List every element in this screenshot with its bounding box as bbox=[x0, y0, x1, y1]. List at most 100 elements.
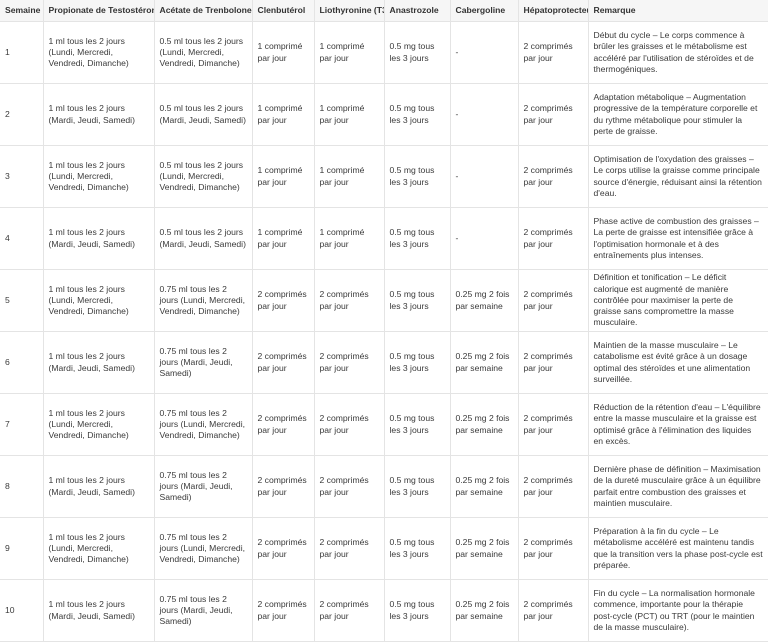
cell-testosterone-propionate: 1 ml tous les 2 jours (Lundi, Mercredi, … bbox=[42, 517, 155, 580]
cell-week: 2 bbox=[0, 83, 44, 146]
column-header-testosterone-propionate: Propionate de Testostérone bbox=[42, 0, 155, 22]
cell-testosterone-propionate: 1 ml tous les 2 jours (Mardi, Jeudi, Sam… bbox=[42, 331, 155, 394]
cell-testosterone-propionate: 1 ml tous les 2 jours (Mardi, Jeudi, Sam… bbox=[42, 579, 155, 642]
cell-liothyronine: 2 comprimés par jour bbox=[313, 579, 385, 642]
cell-clenbuterol: 2 comprimés par jour bbox=[251, 517, 315, 580]
cell-trenbolone-acetate: 0.75 ml tous les 2 jours (Mardi, Jeudi, … bbox=[153, 579, 253, 642]
cell-week: 5 bbox=[0, 269, 44, 332]
cell-hepatoprotector: 2 comprimés par jour bbox=[517, 455, 589, 518]
cell-clenbuterol: 2 comprimés par jour bbox=[251, 331, 315, 394]
cell-anastrozole: 0.5 mg tous les 3 jours bbox=[383, 579, 451, 642]
cell-clenbuterol: 2 comprimés par jour bbox=[251, 393, 315, 456]
cell-testosterone-propionate: 1 ml tous les 2 jours (Lundi, Mercredi, … bbox=[42, 269, 155, 332]
cell-remark: Réduction de la rétention d'eau – L'équi… bbox=[587, 393, 768, 456]
cell-anastrozole: 0.5 mg tous les 3 jours bbox=[383, 517, 451, 580]
cell-trenbolone-acetate: 0.5 ml tous les 2 jours (Mardi, Jeudi, S… bbox=[153, 83, 253, 146]
cell-trenbolone-acetate: 0.75 ml tous les 2 jours (Lundi, Mercred… bbox=[153, 517, 253, 580]
cell-trenbolone-acetate: 0.75 ml tous les 2 jours (Lundi, Mercred… bbox=[153, 393, 253, 456]
cell-liothyronine: 1 comprimé par jour bbox=[313, 83, 385, 146]
cell-testosterone-propionate: 1 ml tous les 2 jours (Lundi, Mercredi, … bbox=[42, 145, 155, 208]
cell-cabergoline: 0.25 mg 2 fois par semaine bbox=[449, 393, 519, 456]
table-row: 10 1 ml tous les 2 jours (Mardi, Jeudi, S… bbox=[0, 579, 768, 642]
cell-testosterone-propionate: 1 ml tous les 2 jours (Lundi, Mercredi, … bbox=[42, 393, 155, 456]
cell-clenbuterol: 1 comprimé par jour bbox=[251, 145, 315, 208]
cell-testosterone-propionate: 1 ml tous les 2 jours (Lundi, Mercredi, … bbox=[42, 21, 155, 84]
cell-hepatoprotector: 2 comprimés par jour bbox=[517, 579, 589, 642]
cell-hepatoprotector: 2 comprimés par jour bbox=[517, 83, 589, 146]
cell-clenbuterol: 1 comprimé par jour bbox=[251, 207, 315, 270]
cell-hepatoprotector: 2 comprimés par jour bbox=[517, 331, 589, 394]
column-header-clenbuterol: Clenbutérol bbox=[251, 0, 315, 22]
cell-remark: Optimisation de l'oxydation des graisses… bbox=[587, 145, 768, 208]
cell-anastrozole: 0.5 mg tous les 3 jours bbox=[383, 269, 451, 332]
cell-remark: Phase active de combustion des graisses … bbox=[587, 207, 768, 270]
cell-week: 6 bbox=[0, 331, 44, 394]
cell-week: 8 bbox=[0, 455, 44, 518]
cell-anastrozole: 0.5 mg tous les 3 jours bbox=[383, 83, 451, 146]
cell-trenbolone-acetate: 0.75 ml tous les 2 jours (Mardi, Jeudi, … bbox=[153, 331, 253, 394]
cell-trenbolone-acetate: 0.5 ml tous les 2 jours (Lundi, Mercredi… bbox=[153, 145, 253, 208]
cell-remark: Fin du cycle – La normalisation hormonal… bbox=[587, 579, 768, 642]
cell-testosterone-propionate: 1 ml tous les 2 jours (Mardi, Jeudi, Sam… bbox=[42, 455, 155, 518]
cell-liothyronine: 2 comprimés par jour bbox=[313, 331, 385, 394]
cell-cabergoline: 0.25 mg 2 fois par semaine bbox=[449, 331, 519, 394]
cell-liothyronine: 2 comprimés par jour bbox=[313, 393, 385, 456]
cell-remark: Adaptation métabolique – Augmentation pr… bbox=[587, 83, 768, 146]
cell-hepatoprotector: 2 comprimés par jour bbox=[517, 21, 589, 84]
column-header-hepatoprotector: Hépatoprotecteur bbox=[517, 0, 589, 22]
cell-cabergoline: - bbox=[449, 21, 519, 84]
cell-remark: Définition et tonification – Le déficit … bbox=[587, 269, 768, 332]
cell-hepatoprotector: 2 comprimés par jour bbox=[517, 269, 589, 332]
cell-liothyronine: 2 comprimés par jour bbox=[313, 455, 385, 518]
cell-clenbuterol: 1 comprimé par jour bbox=[251, 21, 315, 84]
column-header-anastrozole: Anastrozole bbox=[383, 0, 451, 22]
cell-trenbolone-acetate: 0.5 ml tous les 2 jours (Mardi, Jeudi, S… bbox=[153, 207, 253, 270]
cell-remark: Préparation à la fin du cycle – Le métab… bbox=[587, 517, 768, 580]
header-row: Semaine Propionate de Testostérone Acétate… bbox=[0, 0, 768, 22]
cell-remark: Maintien de la masse musculaire – Le cat… bbox=[587, 331, 768, 394]
column-header-week: Semaine bbox=[0, 0, 44, 22]
cell-liothyronine: 2 comprimés par jour bbox=[313, 517, 385, 580]
cell-anastrozole: 0.5 mg tous les 3 jours bbox=[383, 145, 451, 208]
cell-testosterone-propionate: 1 ml tous les 2 jours (Mardi, Jeudi, Sam… bbox=[42, 207, 155, 270]
cell-cabergoline: 0.25 mg 2 fois par semaine bbox=[449, 455, 519, 518]
cell-week: 7 bbox=[0, 393, 44, 456]
cell-liothyronine: 2 comprimés par jour bbox=[313, 269, 385, 332]
cell-trenbolone-acetate: 0.75 ml tous les 2 jours (Mardi, Jeudi, … bbox=[153, 455, 253, 518]
cell-week: 1 bbox=[0, 21, 44, 84]
cell-anastrozole: 0.5 mg tous les 3 jours bbox=[383, 455, 451, 518]
cell-cabergoline: - bbox=[449, 207, 519, 270]
cell-cabergoline: 0.25 mg 2 fois par semaine bbox=[449, 269, 519, 332]
cell-remark: Début du cycle – Le corps commence à brû… bbox=[587, 21, 768, 84]
cell-remark: Dernière phase de définition – Maximisat… bbox=[587, 455, 768, 518]
column-header-liothyronine: Liothyronine (T3) bbox=[313, 0, 385, 22]
cell-trenbolone-acetate: 0.5 ml tous les 2 jours (Lundi, Mercredi… bbox=[153, 21, 253, 84]
cell-cabergoline: 0.25 mg 2 fois par semaine bbox=[449, 517, 519, 580]
cell-cabergoline: 0.25 mg 2 fois par semaine bbox=[449, 579, 519, 642]
cell-clenbuterol: 2 comprimés par jour bbox=[251, 269, 315, 332]
cell-liothyronine: 1 comprimé par jour bbox=[313, 207, 385, 270]
cell-anastrozole: 0.5 mg tous les 3 jours bbox=[383, 393, 451, 456]
cell-week: 10 bbox=[0, 579, 44, 642]
cell-anastrozole: 0.5 mg tous les 3 jours bbox=[383, 207, 451, 270]
cell-liothyronine: 1 comprimé par jour bbox=[313, 21, 385, 84]
cell-cabergoline: - bbox=[449, 83, 519, 146]
cell-hepatoprotector: 2 comprimés par jour bbox=[517, 145, 589, 208]
column-header-cabergoline: Cabergoline bbox=[449, 0, 519, 22]
cell-anastrozole: 0.5 mg tous les 3 jours bbox=[383, 21, 451, 84]
cell-anastrozole: 0.5 mg tous les 3 jours bbox=[383, 331, 451, 394]
cell-testosterone-propionate: 1 ml tous les 2 jours (Mardi, Jeudi, Sam… bbox=[42, 83, 155, 146]
cell-week: 9 bbox=[0, 517, 44, 580]
cell-clenbuterol: 1 comprimé par jour bbox=[251, 83, 315, 146]
cell-clenbuterol: 2 comprimés par jour bbox=[251, 579, 315, 642]
